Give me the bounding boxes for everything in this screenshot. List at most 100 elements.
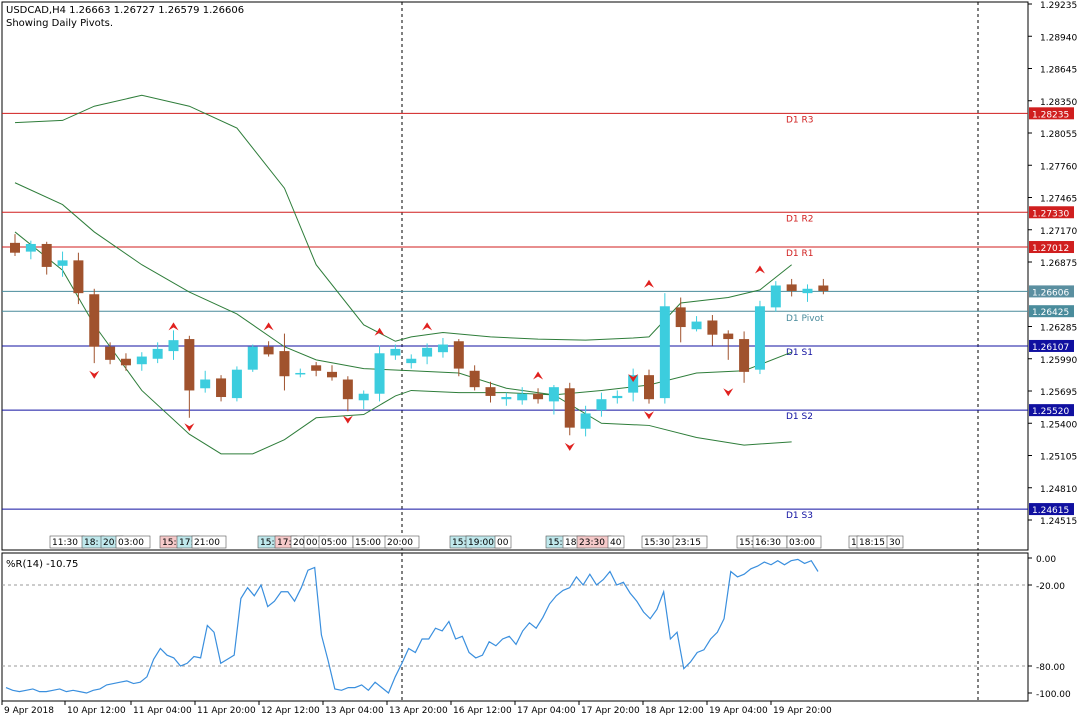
- candle-body: [200, 379, 211, 389]
- wpr-tick-label: -80.00: [1036, 663, 1065, 673]
- price-tick-label: 1.25400: [1040, 420, 1077, 430]
- candle-body: [802, 288, 813, 294]
- time-tick-label: 19 Apr 04:00: [709, 706, 768, 716]
- fractal-markers: [89, 265, 765, 451]
- pivot-line-label: D1 S1: [786, 348, 813, 358]
- wpr-panel[interactable]: %R(14) -10.75: [1, 552, 1029, 702]
- candle-body: [342, 379, 353, 400]
- candle-body: [644, 375, 654, 400]
- session-tag-label: 17:: [277, 538, 291, 548]
- session-tag-label: 20:: [103, 538, 117, 548]
- time-tick-label: 13 Apr 20:00: [389, 706, 448, 716]
- band-upper: [14, 94, 792, 342]
- candle-body: [596, 399, 607, 411]
- session-tag-label: 18:: [84, 538, 98, 548]
- fractal-down-icon: [644, 411, 654, 420]
- session-tag: [886, 535, 904, 549]
- session-tag-label: 18:: [565, 538, 579, 548]
- fractal-up-icon: [533, 371, 544, 380]
- wpr-tick-label: -20.00: [1036, 582, 1065, 592]
- session-tag-label: 15:30: [644, 538, 670, 548]
- price-tick-label: 1.28645: [1040, 66, 1077, 76]
- fractal-up-icon: [644, 279, 654, 288]
- candle-body: [739, 339, 750, 372]
- pivot-line-label: D1 S2: [786, 412, 813, 422]
- price-tag-label: 1.25520: [1032, 407, 1069, 417]
- price-tick-label: 1.27465: [1040, 195, 1077, 205]
- band-lower: [14, 231, 792, 455]
- candle-body: [311, 365, 322, 371]
- fractal-down-icon: [184, 423, 195, 432]
- price-tick-label: 1.25695: [1040, 388, 1077, 398]
- fractal-up-icon: [422, 322, 433, 331]
- session-tag-label: 16:30: [755, 538, 781, 548]
- price-tag: [1029, 107, 1074, 120]
- candle-body: [501, 397, 512, 400]
- candle-body: [152, 348, 163, 359]
- session-tag-label: 15:: [162, 538, 176, 548]
- candle-body: [422, 347, 433, 357]
- price-panel-frame: [1, 1, 1029, 551]
- price-tick-label: 1.24515: [1040, 517, 1077, 527]
- session-tag: [786, 535, 822, 549]
- candlesticks[interactable]: [10, 234, 829, 437]
- wpr-axis: 0.00 -20.00 -80.00 -100.00: [1028, 555, 1071, 700]
- session-tag-label: 03:00: [789, 538, 815, 548]
- price-tick-label: 1.28350: [1040, 98, 1077, 108]
- candle-body: [786, 284, 797, 291]
- candle-body: [41, 243, 52, 267]
- session-tag-label: 20:00: [387, 538, 413, 548]
- session-tag-label: 15:: [260, 538, 274, 548]
- fractal-up-icon: [263, 322, 274, 331]
- session-tag-label: 15:: [452, 538, 466, 548]
- price-tick-label: 1.28940: [1040, 33, 1077, 43]
- price-tag-label: 1.26425: [1032, 308, 1069, 318]
- session-tag: [672, 535, 708, 549]
- price-tick-label: 1.24810: [1040, 485, 1077, 495]
- price-tag: [1029, 404, 1074, 417]
- session-tag-label: 17:: [179, 538, 193, 548]
- time-tick-label: 16 Apr 12:00: [453, 706, 512, 716]
- price-tag: [1029, 206, 1074, 219]
- candle-body: [485, 387, 496, 396]
- price-tag-label: 1.27012: [1032, 244, 1069, 254]
- session-tag-label: 00:: [306, 538, 320, 548]
- candle-body: [105, 346, 116, 360]
- pivot-line-label: D1 R2: [786, 214, 814, 224]
- candle-body: [295, 372, 306, 375]
- time-tick-label: 17 Apr 20:00: [581, 706, 640, 716]
- candle-body: [57, 260, 68, 266]
- candle-body: [548, 387, 559, 402]
- session-tag-label: 23:30: [579, 538, 605, 548]
- candle-body: [580, 413, 591, 429]
- pivot-line-label: D1 Pivot: [786, 314, 824, 324]
- time-tick-label: 11 Apr 20:00: [197, 706, 256, 716]
- time-tick-label: 10 Apr 12:00: [67, 706, 126, 716]
- time-tick-label: 19 Apr 20:00: [773, 706, 832, 716]
- session-tag: [115, 535, 151, 549]
- session-tag: [384, 535, 420, 549]
- fractal-up-icon: [374, 327, 385, 336]
- session-tag-label: 1: [851, 538, 857, 548]
- fractal-down-icon: [89, 370, 100, 379]
- price-axis: 1.29235 1.28940 1.28645 1.28350 1.28055 1.277…: [1028, 1, 1077, 527]
- price-panel[interactable]: D1 R3 D1 R2 D1 R1 D1 Pivot D1 S1 D1 S2 D1 S3 1…: [1, 1, 1029, 551]
- fractal-up-icon: [168, 322, 179, 331]
- candle-body: [818, 285, 829, 291]
- price-tag: [1029, 339, 1074, 352]
- candle-body: [453, 341, 464, 369]
- price-tag-label: 1.24615: [1032, 506, 1069, 516]
- wpr-line: [2, 558, 1028, 694]
- candle-body: [628, 375, 639, 393]
- candle-body: [533, 393, 544, 400]
- candle-body: [279, 351, 290, 377]
- time-tick-label: 11 Apr 04:00: [133, 706, 192, 716]
- candle-body: [184, 339, 195, 391]
- candle-body: [216, 378, 227, 398]
- candle-body: [10, 242, 20, 253]
- candle-body: [675, 307, 686, 328]
- candle-body: [89, 294, 100, 347]
- session-tag-label: 00: [497, 538, 509, 548]
- session-labels: 11:30 18: 20: 03:00 15: 17: 21:00 15: 17: 20:00: 0…: [49, 535, 904, 549]
- bollinger-bands: [14, 94, 792, 455]
